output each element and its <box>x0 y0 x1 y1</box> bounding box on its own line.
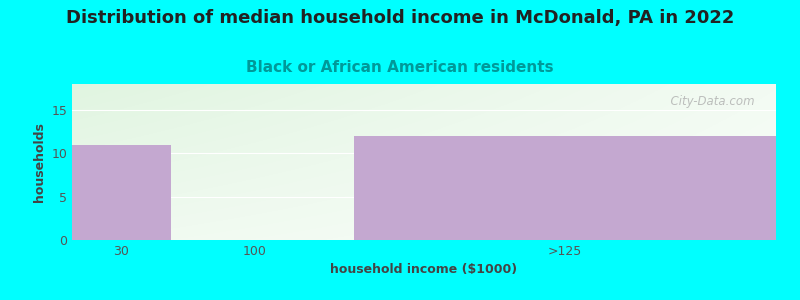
Text: Black or African American residents: Black or African American residents <box>246 60 554 75</box>
Bar <box>72 145 170 240</box>
X-axis label: household income ($1000): household income ($1000) <box>330 263 518 276</box>
Text: City-Data.com: City-Data.com <box>663 95 755 108</box>
Bar <box>354 136 776 240</box>
Y-axis label: households: households <box>33 122 46 202</box>
Text: Distribution of median household income in McDonald, PA in 2022: Distribution of median household income … <box>66 9 734 27</box>
